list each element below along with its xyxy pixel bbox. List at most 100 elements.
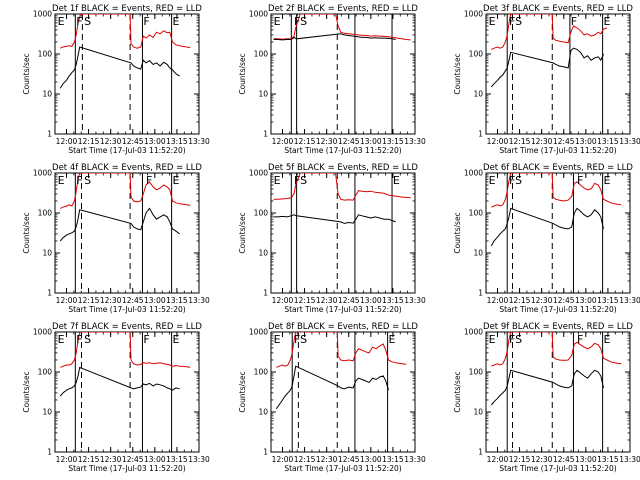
y-tick-label: 10 — [473, 408, 483, 417]
mode-flag-label: S — [515, 333, 522, 346]
y-axis-label: Counts/sec — [238, 371, 247, 412]
x-tick-label: 13:30 — [404, 296, 426, 305]
events-series-line — [59, 46, 180, 89]
x-axis-label: Start Time (17-Jul-03 11:52:20) — [499, 146, 616, 155]
x-tick-label: 12:00 — [272, 455, 294, 464]
mode-flag-label: F — [146, 174, 152, 187]
x-tick-label: 12:30 — [531, 137, 553, 146]
x-tick-label: 13:00 — [360, 137, 382, 146]
y-tick-label: 1 — [47, 130, 52, 139]
x-tick-label: 12:15 — [78, 296, 100, 305]
x-tick-label: 12:15 — [509, 296, 531, 305]
x-tick-label: 12:45 — [553, 455, 575, 464]
detector-panel: Det 1f BLACK = Events, RED = LLD 1 10 100 10… — [22, 4, 210, 155]
mode-flag-label: E — [58, 15, 65, 28]
panel-title: Det 7f BLACK = Events, RED = LLD — [52, 322, 202, 332]
y-tick-label: 10 — [42, 408, 52, 417]
mode-flag-label: S — [84, 174, 91, 187]
mode-flag-label: S — [300, 333, 307, 346]
y-tick-label: 1000 — [464, 10, 483, 19]
x-axis-label: Start Time (17-Jul-03 11:52:20) — [68, 305, 185, 314]
mode-flag-label: E — [274, 174, 281, 187]
x-tick-label: 13:15 — [382, 455, 404, 464]
x-tick-label: 13:15 — [597, 137, 619, 146]
x-axis-label: Start Time (17-Jul-03 11:52:20) — [68, 464, 185, 473]
x-tick-label: 12:00 — [487, 296, 509, 305]
detector-panel: Det 9f BLACK = Events, RED = LLD 1 10 100 10… — [453, 322, 640, 473]
y-tick-label: 1 — [263, 448, 268, 457]
mode-flag-label: F — [76, 15, 82, 28]
x-tick-label: 12:30 — [316, 137, 338, 146]
mode-flag-label: E — [489, 15, 496, 28]
mode-flag-label: F — [294, 15, 300, 28]
mode-flag-label: E — [393, 174, 400, 187]
x-axis-label: Start Time (17-Jul-03 11:52:20) — [68, 146, 185, 155]
events-series-line — [490, 207, 604, 247]
events-series-line — [275, 365, 389, 410]
panel-title: Det 9f BLACK = Events, RED = LLD — [483, 322, 633, 332]
y-tick-label: 100 — [38, 209, 53, 218]
panel-title: Det 3f BLACK = Events, RED = LLD — [483, 4, 633, 14]
x-tick-label: 12:45 — [338, 455, 360, 464]
x-tick-label: 12:15 — [294, 455, 316, 464]
x-tick-label: 12:15 — [78, 137, 100, 146]
y-tick-label: 1 — [263, 130, 268, 139]
x-tick-label: 12:30 — [100, 137, 122, 146]
mode-flag-label: E — [603, 174, 610, 187]
y-tick-label: 1 — [47, 289, 52, 298]
panel-title: Det 1f BLACK = Events, RED = LLD — [52, 4, 202, 14]
x-tick-label: 12:15 — [78, 455, 100, 464]
y-axis-label: Counts/sec — [453, 53, 462, 94]
detector-panel: Det 6f BLACK = Events, RED = LLD 1 10 100 10… — [453, 163, 640, 314]
x-tick-label: 12:30 — [100, 296, 122, 305]
y-tick-label: 1000 — [33, 10, 52, 19]
x-tick-label: 13:30 — [188, 455, 210, 464]
y-tick-label: 1000 — [249, 10, 268, 19]
x-tick-label: 12:45 — [553, 137, 575, 146]
y-axis-label: Counts/sec — [453, 212, 462, 253]
y-tick-label: 10 — [42, 90, 52, 99]
y-tick-label: 1 — [263, 289, 268, 298]
mode-flag-label: E — [172, 174, 179, 187]
mode-flag-label: E — [388, 333, 395, 346]
panel-title: Det 2f BLACK = Events, RED = LLD — [268, 4, 418, 14]
x-axis-label: Start Time (17-Jul-03 11:52:20) — [499, 305, 616, 314]
lld-series-line — [60, 14, 191, 49]
x-tick-label: 13:15 — [166, 296, 188, 305]
panel-title: Det 4f BLACK = Events, RED = LLD — [52, 163, 202, 173]
mode-flag-label: S — [300, 174, 307, 187]
mode-flag-label: S — [84, 333, 91, 346]
mode-flag-label: F — [509, 15, 515, 28]
events-series-line — [273, 214, 396, 224]
detector-panel: Det 3f BLACK = Events, RED = LLD 1 10 100 10… — [453, 4, 640, 155]
mode-flag-label: E — [274, 333, 281, 346]
y-tick-label: 1 — [478, 448, 483, 457]
y-tick-label: 100 — [38, 50, 53, 59]
mode-flag-label: E — [58, 174, 65, 187]
events-series-line — [490, 47, 604, 88]
y-tick-label: 1000 — [33, 169, 52, 178]
y-tick-label: 100 — [254, 368, 269, 377]
detector-panel: Det 7f BLACK = Events, RED = LLD 1 10 100 10… — [22, 322, 210, 473]
mode-flag-label: S — [515, 15, 522, 28]
mode-flag-label: F — [294, 333, 300, 346]
events-series-line — [59, 207, 180, 242]
y-tick-label: 10 — [258, 408, 268, 417]
y-tick-label: 100 — [254, 209, 269, 218]
y-tick-label: 1 — [478, 289, 483, 298]
y-tick-label: 1000 — [249, 169, 268, 178]
panel-title: Det 5f BLACK = Events, RED = LLD — [268, 163, 418, 173]
x-tick-label: 13:00 — [144, 455, 166, 464]
x-tick-label: 13:30 — [619, 137, 640, 146]
x-tick-label: 12:00 — [487, 455, 509, 464]
panel-title: Det 6f BLACK = Events, RED = LLD — [483, 163, 633, 173]
mode-flag-label: E — [58, 333, 65, 346]
detector-panel: Det 4f BLACK = Events, RED = LLD 1 10 100 10… — [22, 163, 210, 314]
x-tick-label: 13:30 — [188, 137, 210, 146]
mode-flag-label: F — [509, 174, 515, 187]
y-axis-label: Counts/sec — [453, 371, 462, 412]
x-tick-label: 13:30 — [619, 296, 640, 305]
x-tick-label: 12:45 — [122, 296, 144, 305]
x-tick-label: 12:15 — [509, 455, 531, 464]
lld-series-line — [60, 332, 191, 368]
